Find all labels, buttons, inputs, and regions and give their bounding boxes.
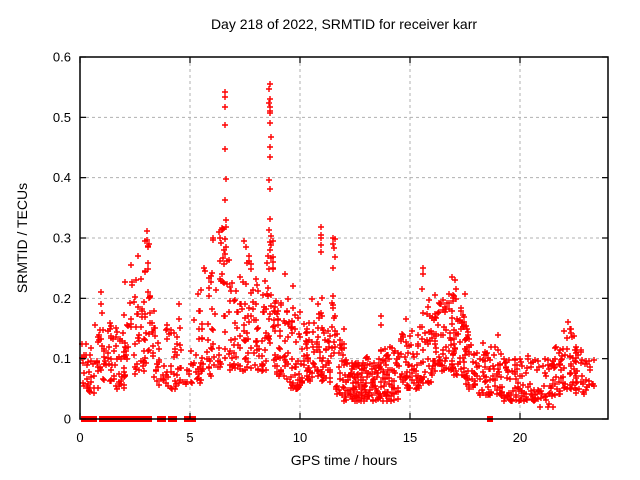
x-axis-label: GPS time / hours <box>290 452 398 468</box>
chart-title: Day 218 of 2022, SRMTID for receiver kar… <box>210 16 478 32</box>
scatter-points <box>79 81 597 410</box>
x-tick-label: 0 <box>76 430 83 445</box>
y-tick-label: 0.5 <box>53 110 71 125</box>
y-tick-label: 0.1 <box>53 351 71 366</box>
y-tick-label: 0.3 <box>53 231 71 246</box>
x-tick-label: 10 <box>293 430 307 445</box>
y-tick-label: 0 <box>64 412 71 427</box>
x-tick-label: 20 <box>513 430 527 445</box>
x-tick-label: 15 <box>403 430 417 445</box>
y-tick-label: 0.2 <box>53 291 71 306</box>
y-tick-label: 0.4 <box>53 170 71 185</box>
x-tick-label: 5 <box>186 430 193 445</box>
y-tick-label: 0.6 <box>53 50 71 65</box>
